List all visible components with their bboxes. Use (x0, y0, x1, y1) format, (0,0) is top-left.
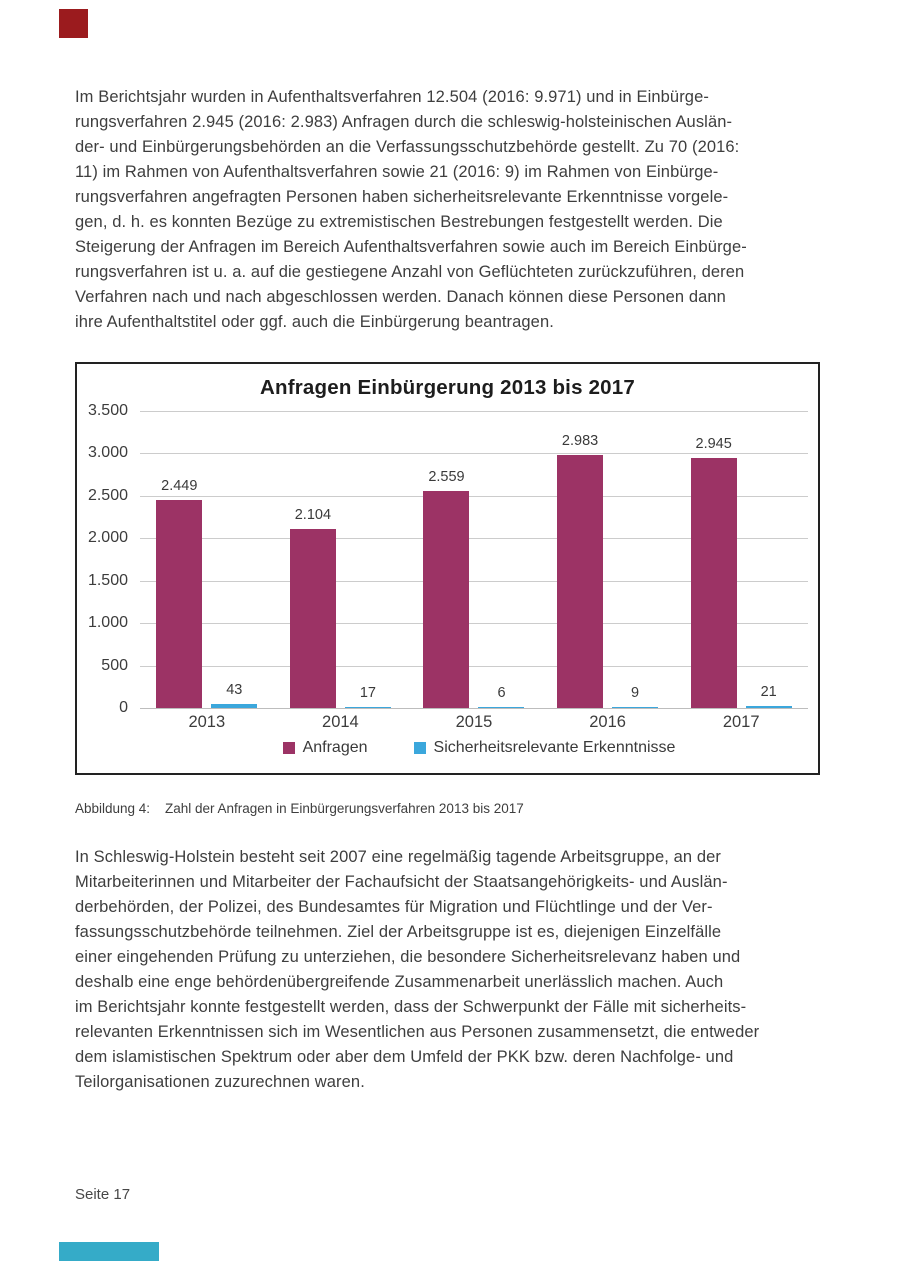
bar-slot: 2.104 (289, 411, 336, 708)
text-line: rungsverfahren 2.945 (2016: 2.983) Anfra… (75, 113, 733, 131)
text-line: einer eingehenden Prüfung zu unterziehen… (75, 948, 741, 966)
bar-value-label: 2.449 (161, 478, 198, 494)
bar-value-label: 2.945 (695, 436, 732, 452)
bar-slot: 2.559 (423, 411, 470, 708)
y-tick-label: 2.500 (87, 486, 128, 504)
bar-group-2014: 2.104 17 (274, 411, 408, 708)
bar-group-2016: 2.983 9 (541, 411, 675, 708)
bar-group-2013: 2.449 43 (140, 411, 274, 708)
text-line: im Berichtsjahr konnte festgestellt werd… (75, 998, 747, 1016)
gridline (140, 453, 808, 455)
bar-value-label: 2.104 (294, 507, 332, 523)
bar-value-label: 9 (631, 685, 640, 701)
legend-label: Sicherheitsrelevante Erkenntnisse (433, 739, 676, 756)
figure-caption-text: Zahl der Anfragen in Einbürgerungsverfah… (165, 801, 524, 816)
legend-label: Anfragen (302, 739, 368, 756)
gridline (140, 665, 808, 667)
y-tick-label: 3.500 (87, 402, 128, 419)
gridline (140, 411, 808, 412)
text-line: fassungsschutzbehörde teilnehmen. Ziel d… (75, 923, 722, 941)
bar-groups: 2.449 43 2.104 17 2.559 6 2.983 9 2.945 21 (140, 411, 808, 708)
plot-wrap: 3.500 3.000 2.500 2.000 1.500 1.000 500 0 2.449… (77, 402, 818, 716)
bar-slot: 17 (344, 411, 391, 708)
text-line: 11) im Rahmen von Aufenthaltsverfahren s… (75, 163, 719, 181)
legend-item: Sicherheitsrelevante Erkenntnisse (413, 739, 676, 757)
gridline (140, 580, 808, 582)
x-axis-label: 2016 (589, 713, 626, 731)
bar-2013 (156, 500, 203, 708)
bar-value-label: 6 (497, 685, 506, 701)
bar-slot: 43 (211, 411, 258, 708)
y-tick-label: 1.000 (87, 614, 128, 632)
y-tick-label: 0 (119, 699, 128, 716)
text-line: gen, d. h. es konnten Bezüge zu extremis… (75, 213, 723, 231)
x-axis-label: 2013 (188, 713, 226, 731)
text-line: deshalb eine enge behördenübergreifende … (75, 973, 724, 991)
chart-legend: Anfragen Sicherheitsrelevante Erkenntniss… (140, 739, 818, 757)
x-axis-label: 2015 (455, 713, 493, 731)
page-number: Seite 17 (75, 1186, 131, 1203)
y-tick-label: 500 (101, 656, 128, 674)
bar-2017 (690, 458, 737, 708)
figure-caption-label: Abbildung 4: (75, 801, 151, 816)
y-axis-labels: 3.500 3.000 2.500 2.000 1.500 1.000 500 0 (77, 402, 140, 716)
page-content: Im Berichtsjahr wurden in Aufenthaltsver… (75, 85, 830, 1095)
bar-2014 (344, 707, 391, 708)
bar-value-label: 2.559 (428, 469, 465, 485)
bar-group-2017: 2.945 21 (674, 411, 808, 708)
text-line: der- und Einbürgerungsbehörden an die Ve… (75, 138, 740, 156)
figure-caption: Abbildung 4: Zahl der Anfragen in Einbür… (75, 801, 830, 816)
bar-value-label: 2.983 (561, 433, 599, 449)
bar-2015 (423, 491, 470, 708)
gridline (140, 495, 808, 497)
bar-slot: 2.983 (557, 411, 604, 708)
text-line: Mitarbeiterinnen und Mitarbeiter der Fac… (75, 873, 728, 891)
y-tick-label: 3.000 (87, 444, 128, 462)
bar-slot: 9 (612, 411, 659, 708)
bar-slot: 21 (745, 411, 792, 708)
bar-value-label: 17 (359, 685, 376, 701)
text-line: Steigerung der Anfragen im Bereich Aufen… (75, 238, 747, 256)
text-line: Im Berichtsjahr wurden in Aufenthaltsver… (75, 88, 709, 106)
y-tick-label: 2.000 (87, 529, 128, 547)
x-axis-label: 2014 (322, 713, 359, 731)
bar-slot: 2.945 (690, 411, 737, 708)
gridline (140, 538, 808, 540)
legend-item: Anfragen (282, 739, 368, 757)
bar-value-label: 43 (226, 682, 243, 698)
text-line: rungsverfahren angefragten Personen habe… (75, 188, 729, 206)
bar-group-2015: 2.559 6 (407, 411, 541, 708)
text-line: Teilorganisationen zuzurechnen waren. (75, 1073, 365, 1091)
bar-value-label: 21 (760, 684, 777, 700)
text-line: rungsverfahren ist u. a. auf die gestieg… (75, 263, 745, 281)
plot-area: 2.449 43 2.104 17 2.559 6 2.983 9 2.945 21 (140, 411, 808, 709)
text-line: relevanten Erkenntnissen sich im Wesentl… (75, 1023, 760, 1041)
bar-2014 (289, 529, 336, 708)
page-corner-mark (59, 9, 88, 38)
paragraph-2: In Schleswig-Holstein besteht seit 2007 … (75, 845, 830, 1095)
legend-swatch-icon (413, 742, 426, 754)
y-tick-label: 1.500 (87, 571, 128, 589)
text-line: dem islamistischen Spektrum oder aber de… (75, 1048, 734, 1066)
page-bottom-mark (59, 1242, 159, 1261)
paragraph-1: Im Berichtsjahr wurden in Aufenthaltsver… (75, 85, 830, 335)
bar-2013 (211, 704, 258, 708)
text-line: Verfahren nach und nach abgeschlossen we… (75, 288, 726, 306)
chart: Anfragen Einbürgerung 2013 bis 2017 3.50… (75, 362, 820, 775)
bar-slot: 6 (478, 411, 525, 708)
x-axis-label: 2017 (722, 713, 760, 731)
chart-title: Anfragen Einbürgerung 2013 bis 2017 (260, 376, 635, 399)
gridline (140, 708, 808, 709)
bar-slot: 2.449 (156, 411, 203, 708)
legend-swatch-icon (282, 742, 295, 754)
bar-2017 (745, 706, 792, 708)
x-axis-labels: 2013 2014 2015 2016 2017 (140, 713, 808, 732)
text-line: In Schleswig-Holstein besteht seit 2007 … (75, 848, 721, 866)
text-line: ihre Aufenthaltstitel oder ggf. auch die… (75, 313, 554, 331)
bar-2016 (557, 455, 604, 708)
text-line: derbehörden, der Polizei, des Bundesamte… (75, 898, 713, 916)
gridline (140, 623, 808, 625)
bar-2015 (478, 707, 525, 708)
bar-2016 (612, 707, 659, 708)
